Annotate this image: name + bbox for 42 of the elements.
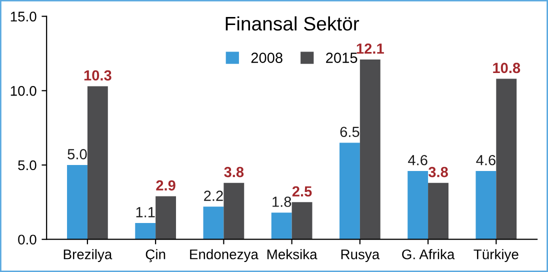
y-tick-label: 0.0 [18,234,36,245]
y-tick-label: 15.0 [10,12,36,22]
data-label: 2.9 [156,180,176,191]
data-label: 3.8 [224,166,244,178]
y-tick-label: 10.0 [10,86,36,96]
x-tick-label: Brezilya [64,249,112,262]
data-label: 2.2 [204,190,223,201]
x-tick-label: Rusya [341,250,380,262]
bar [203,206,224,240]
bar [428,182,448,240]
bar [408,170,428,240]
data-label: 4.6 [408,154,428,166]
legend-label: 2008 [251,52,282,63]
data-label: 10.3 [84,70,112,81]
bar [360,59,380,240]
data-label: 2.5 [292,186,312,197]
x-tick-label: Meksika [267,249,318,260]
y-tick-label: 5.0 [18,160,36,170]
data-label: 1.8 [272,196,292,207]
bar [476,170,496,240]
bar [87,86,108,240]
bar [292,202,312,240]
bar [224,182,244,240]
data-label: 6.5 [340,126,360,138]
bar [135,223,156,240]
data-label: 5.0 [68,149,87,160]
bar [67,165,88,240]
data-label: 10.8 [493,62,520,74]
data-label: 12.1 [356,43,384,54]
bar [339,142,360,240]
x-tick-label: Endonezya [190,249,258,262]
bar [271,212,292,240]
data-label: 1.1 [136,207,155,218]
x-tick-label: Türkiye [474,249,518,262]
data-label: 4.6 [476,154,496,166]
bar [156,196,176,240]
legend-label: 2015 [326,52,358,63]
x-tick-label: G. Afrika [402,249,455,260]
x-tick-label: Çin [146,249,166,262]
chart-title: Finansal Sektör [226,16,360,31]
data-label: 3.8 [428,166,448,178]
bar [496,78,517,240]
